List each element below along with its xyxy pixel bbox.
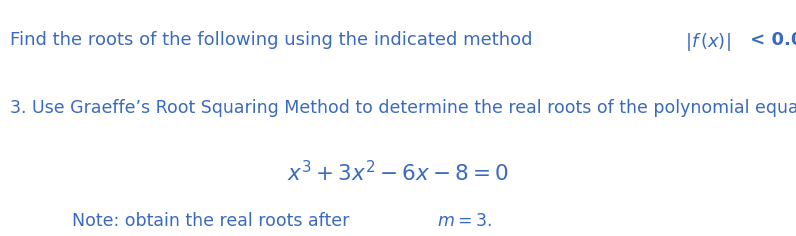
Text: Find the roots of the following using the indicated method: Find the roots of the following using th… bbox=[10, 31, 533, 49]
Text: $x^3 + 3x^2 - 6x - 8 = 0$: $x^3 + 3x^2 - 6x - 8 = 0$ bbox=[287, 160, 509, 186]
Text: 3. Use Graeffe’s Root Squaring Method to determine the real roots of the polynom: 3. Use Graeffe’s Root Squaring Method to… bbox=[10, 99, 796, 117]
Text: $m = 3$.: $m = 3$. bbox=[437, 212, 492, 230]
Text: $|f\,(x)|$: $|f\,(x)|$ bbox=[685, 31, 730, 53]
Text: Note: obtain the real roots after: Note: obtain the real roots after bbox=[72, 212, 354, 230]
Text: < 0.0001: < 0.0001 bbox=[743, 31, 796, 49]
